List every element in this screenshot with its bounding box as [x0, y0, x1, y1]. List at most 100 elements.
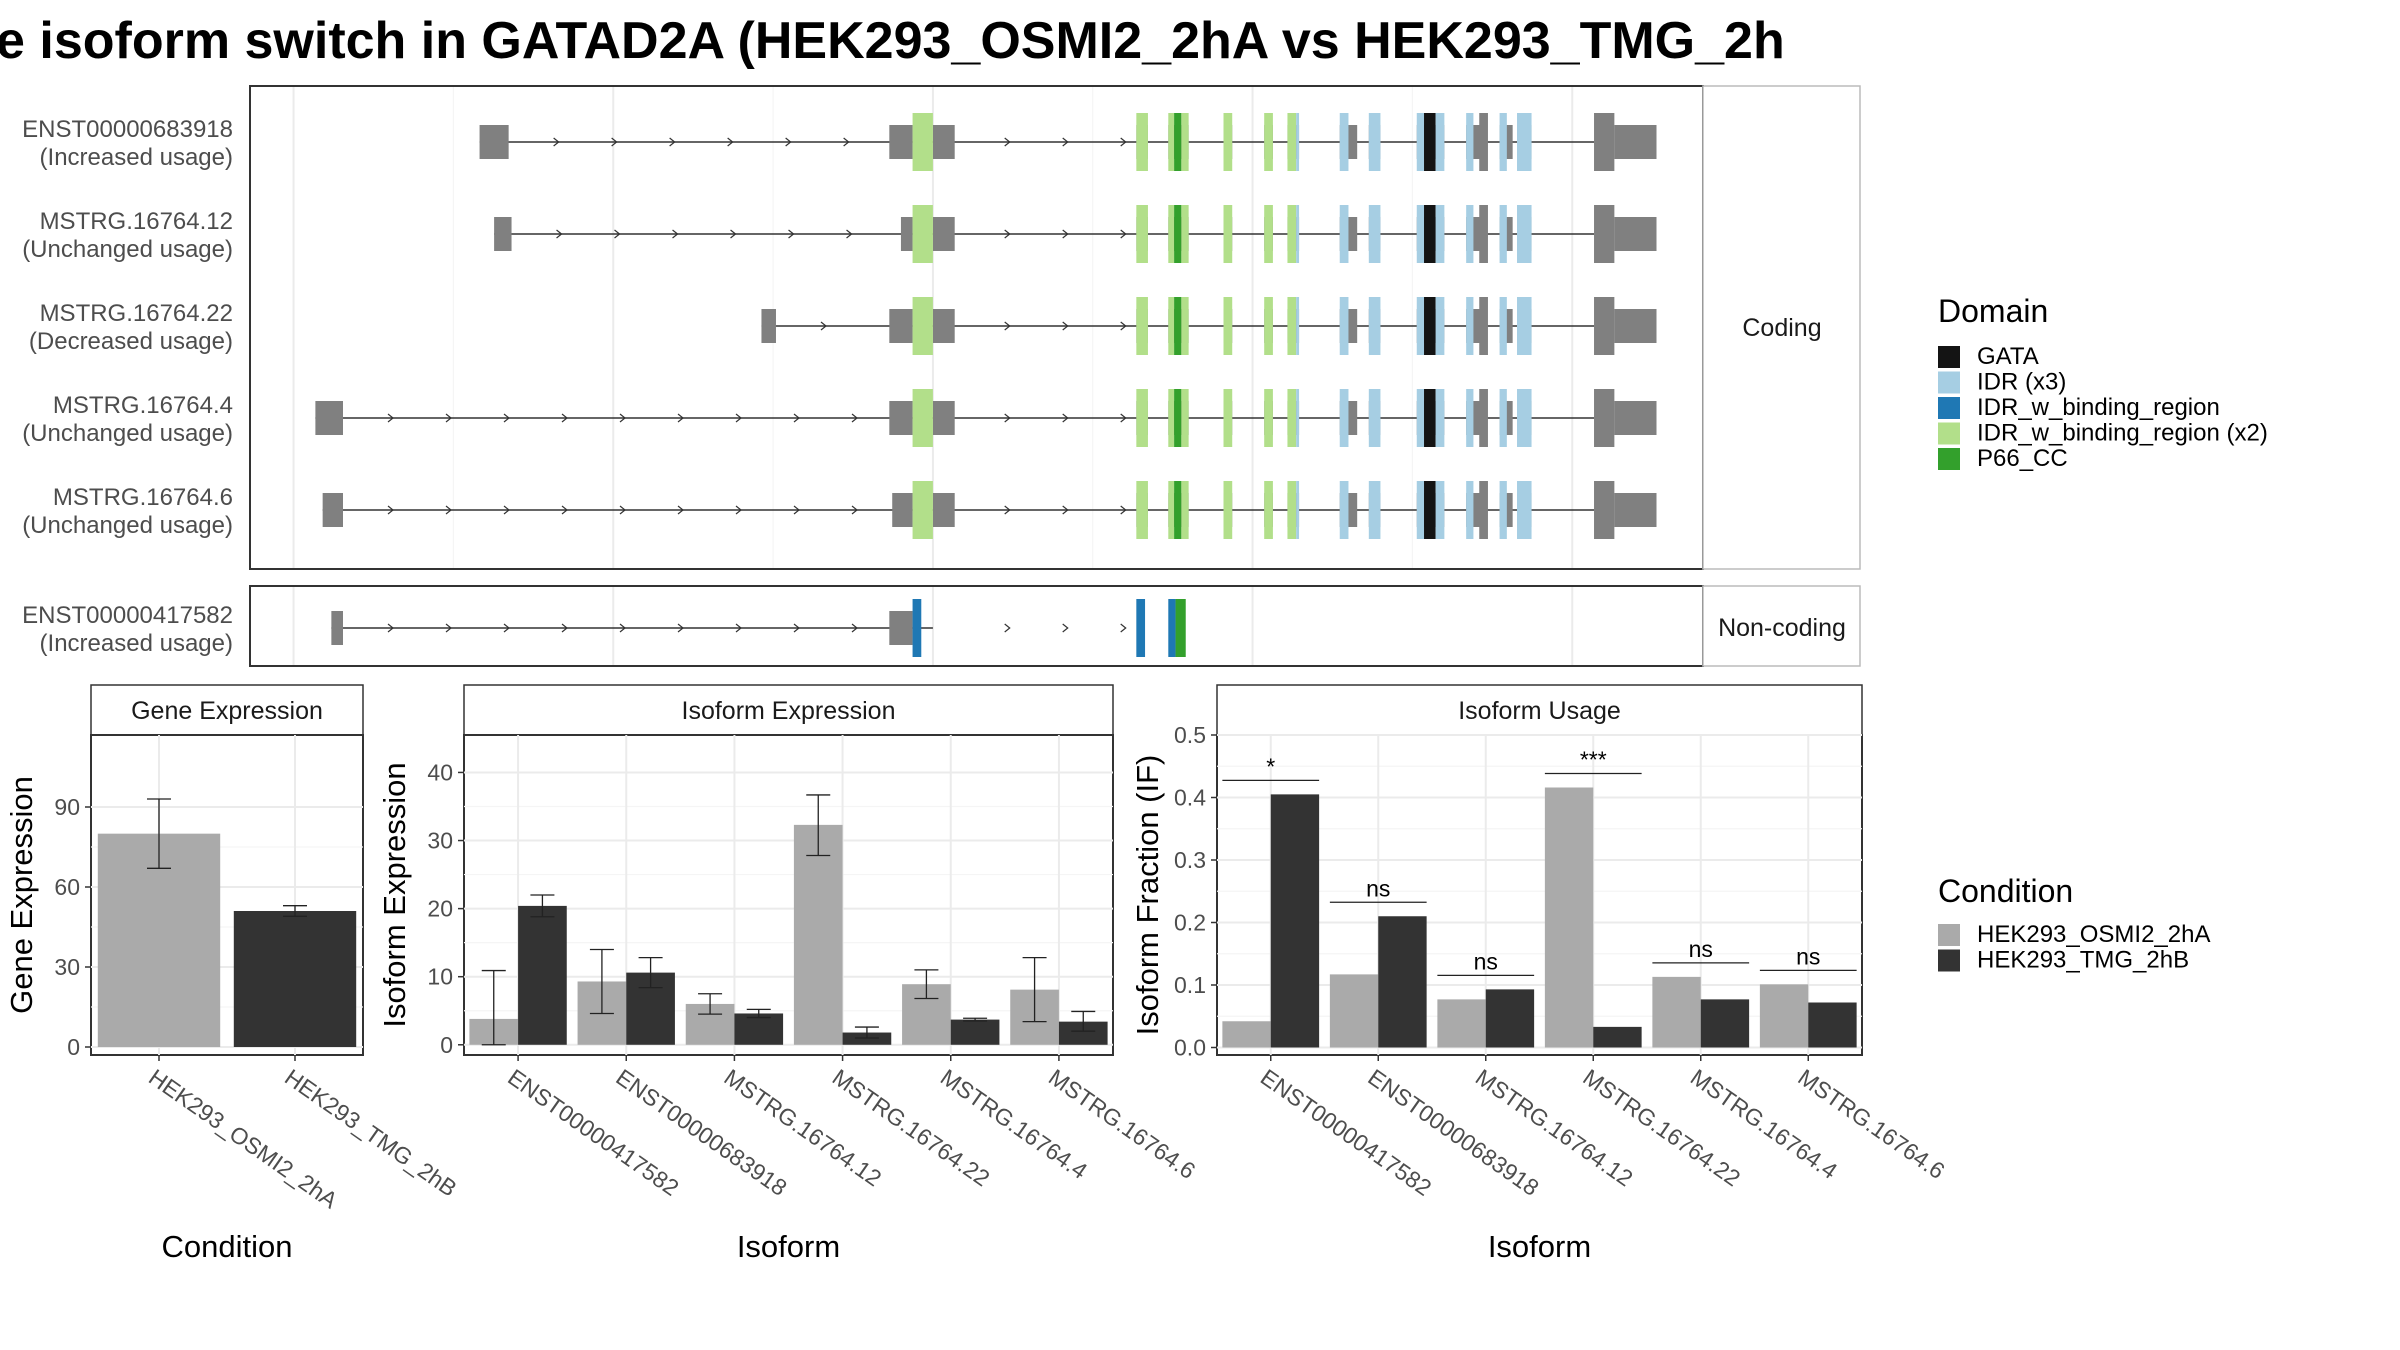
- domain-block-IDR_w_binding_region_x2: [912, 205, 933, 263]
- domain-block-IDR_x3: [1499, 297, 1507, 355]
- domain-block-IDR_x3: [1517, 481, 1532, 539]
- domain-block-IDR_w_binding_region_x2: [1223, 205, 1233, 263]
- last-exon-utr: [1614, 125, 1657, 159]
- bar: [1485, 989, 1535, 1048]
- domain-block-IDR_x3: [1339, 297, 1349, 355]
- transcript-id-label: MSTRG.16764.22: [40, 300, 233, 327]
- intron-arrow: [387, 505, 394, 515]
- intron-arrow: [1062, 623, 1069, 633]
- panel-strip: [463, 684, 1114, 736]
- intron-arrow: [846, 229, 853, 239]
- domain-block-IDR_w_binding_region_x2: [912, 297, 933, 355]
- intron-arrow: [1062, 229, 1069, 239]
- domain-block-IDR_x3: [1339, 205, 1349, 263]
- domain-block-IDR_x3: [1296, 389, 1300, 447]
- domain-legend-label: IDR (x3): [1977, 369, 2066, 396]
- domain-block-IDR_w_binding_region_x2: [1181, 481, 1189, 539]
- intron-arrow: [730, 229, 737, 239]
- domain-block-GATA: [1424, 389, 1436, 447]
- intron-arrow: [387, 413, 394, 423]
- transcript-MSTRG.16764.4: MSTRG.16764.4(Unchanged usage): [22, 389, 1657, 447]
- transcript-usage-label: (Increased usage): [40, 144, 233, 171]
- last-exon-utr: [1614, 401, 1657, 435]
- bar: [1222, 1021, 1271, 1048]
- condition-legend-label: HEK293_OSMI2_2hA: [1977, 921, 2210, 948]
- domain-block-IDR_w_binding_region_x2: [1168, 297, 1175, 355]
- intron-arrow: [851, 413, 858, 423]
- intron-arrow: [611, 137, 618, 147]
- domain-block-IDR_w_binding_region_x2: [1181, 389, 1189, 447]
- domain-block-IDR_w_binding_region_x2: [1264, 113, 1273, 171]
- y-tick-label: 90: [54, 794, 80, 820]
- condition-legend-swatch-cond_a: [1938, 924, 1960, 946]
- bar: [1544, 787, 1594, 1048]
- exon-utr: [889, 309, 913, 343]
- plot-area: [463, 734, 1114, 1056]
- domain-block-IDR_w_binding_region_x2: [1136, 389, 1148, 447]
- domain-block-IDR_w_binding_region_x2: [912, 113, 933, 171]
- transcript-usage-label: (Unchanged usage): [22, 420, 233, 447]
- domain-block-IDR_x3: [1296, 205, 1300, 263]
- transcript-ENST00000417582: ENST00000417582(Increased usage): [22, 599, 1186, 657]
- noncoding-strip: [1702, 585, 1861, 667]
- bar: [518, 905, 567, 1045]
- isoform-usage-chart: Isoform Usage 0.0 0.1 0.2 0.3 0.4 0.5 * ns ns *** n…: [1130, 684, 1950, 1264]
- domain-block-IDR_x3: [1435, 113, 1445, 171]
- domain-block-IDR_x3: [1368, 113, 1381, 171]
- domain-block-IDR_w_binding_region_x2: [1264, 205, 1273, 263]
- coding-exon: [932, 309, 955, 343]
- domain-block-IDR_w_binding_region_x2: [1287, 113, 1297, 171]
- bar: [1437, 999, 1486, 1048]
- panel-strip: [1216, 684, 1863, 736]
- domain-block-IDR_x3: [1296, 481, 1300, 539]
- transcript-usage-label: (Unchanged usage): [22, 236, 233, 263]
- domain-block-IDR_w_binding_region_x2: [912, 389, 933, 447]
- y-tick-label: 0.1: [1174, 972, 1206, 998]
- intron-arrow: [1120, 321, 1127, 331]
- domain-block-IDR_x3: [1499, 481, 1507, 539]
- domain-block-IDR_x3: [1368, 297, 1381, 355]
- intron-arrow: [1120, 623, 1127, 633]
- domain-block-IDR_w_binding_region_x2: [1264, 297, 1273, 355]
- bar: [97, 833, 221, 1047]
- noncoding-strip-label: Non-coding: [1718, 614, 1846, 642]
- intron-arrow: [503, 623, 510, 633]
- domain-legend-label: P66_CC: [1977, 445, 2068, 472]
- coding-panel-frame: [249, 85, 1704, 570]
- y-tick-label: 0: [440, 1032, 453, 1058]
- domain-block-IDR_x3: [1466, 205, 1474, 263]
- domain-block-IDR_w_binding_region_x2: [1181, 297, 1189, 355]
- transcript-id-label: ENST00000417582: [22, 602, 233, 629]
- domain-block-IDR_w_binding_region_x2: [1136, 205, 1148, 263]
- transcript-id-label: MSTRG.16764.12: [40, 208, 233, 235]
- intron-arrow: [1004, 413, 1011, 423]
- domain-block-IDR_x3: [1517, 297, 1532, 355]
- intron-arrow: [1004, 623, 1011, 633]
- first-exon: [494, 217, 512, 251]
- coding-exon: [1479, 297, 1488, 355]
- intron-arrow: [553, 137, 560, 147]
- domain-block-IDR_x3: [1517, 205, 1532, 263]
- intron-arrow: [445, 623, 452, 633]
- intron-arrow: [788, 229, 795, 239]
- y-tick-label: 30: [427, 828, 453, 854]
- transcript-id-label: MSTRG.16764.6: [53, 484, 233, 511]
- domain-block-IDR_w_binding_region_x2: [1287, 205, 1297, 263]
- coding-exon: [932, 125, 955, 159]
- domain-block-IDR_w_binding_region: [912, 599, 922, 657]
- intron-arrow: [1120, 137, 1127, 147]
- intron-arrow: [1120, 229, 1127, 239]
- domain-block-IDR_x3: [1416, 205, 1425, 263]
- y-tick-label: 60: [54, 874, 80, 900]
- significance-label: ns: [1796, 943, 1820, 969]
- domain-block-IDR_x3: [1368, 205, 1381, 263]
- domain-block-GATA: [1424, 297, 1436, 355]
- domain-block-IDR_x3: [1339, 481, 1349, 539]
- intron-arrow: [669, 137, 676, 147]
- domain-block-P66_CC: [1174, 297, 1182, 355]
- bar: [1808, 1002, 1857, 1048]
- bar: [793, 824, 843, 1045]
- x-axis-title: Isoform: [1488, 1229, 1591, 1264]
